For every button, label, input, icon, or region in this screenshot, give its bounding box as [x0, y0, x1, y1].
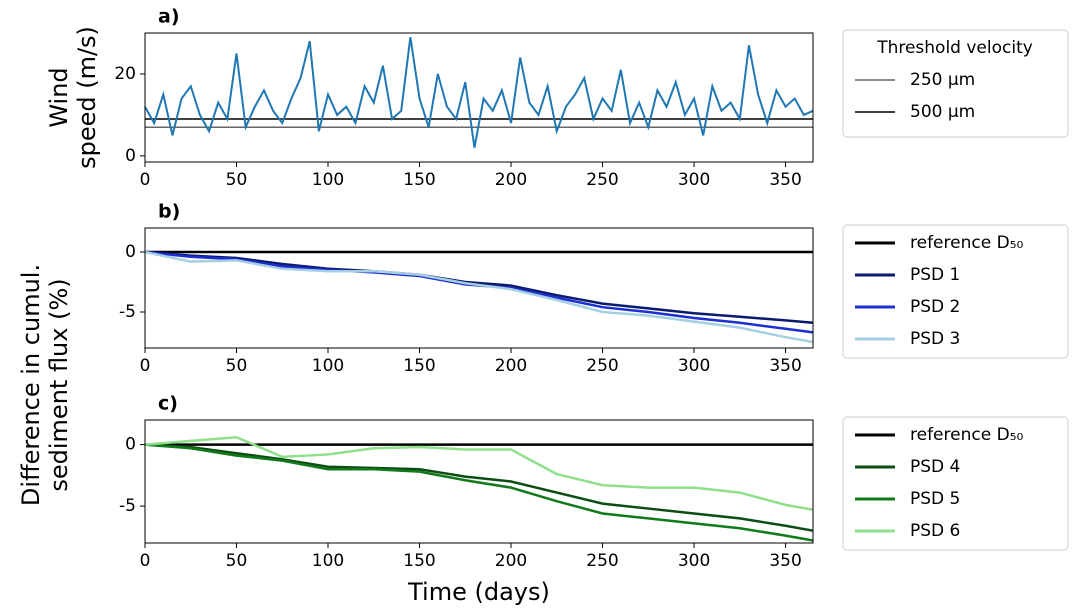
x-axis-label: Time (days) — [407, 578, 550, 606]
panel-label: c) — [158, 393, 178, 415]
legend-box — [842, 416, 1069, 551]
legend-label: reference D₅₀ — [910, 233, 1023, 253]
legend-label: PSD 6 — [910, 521, 960, 541]
legend-label: 500 μm — [910, 102, 975, 122]
x-tick-label: 150 — [403, 551, 435, 571]
x-tick-label: 250 — [586, 170, 618, 190]
y-tick-label: 0 — [125, 242, 136, 262]
legend-box — [842, 224, 1069, 359]
x-tick-label: 200 — [495, 356, 527, 376]
x-tick-label: 0 — [140, 170, 151, 190]
x-tick-label: 100 — [312, 356, 344, 376]
plot-frame — [144, 419, 814, 544]
series-line — [144, 443, 814, 532]
series-line — [144, 250, 814, 344]
series-line — [144, 443, 814, 542]
x-tick-label: 50 — [226, 551, 248, 571]
x-tick-label: 50 — [226, 356, 248, 376]
legend-label: PSD 2 — [910, 297, 960, 317]
x-tick-label: 50 — [226, 170, 248, 190]
x-tick-label: 100 — [312, 170, 344, 190]
series-line — [144, 250, 814, 334]
plot-frame — [144, 32, 814, 163]
y-axis-label: Wind — [45, 67, 73, 127]
shared-ylabel: Difference in cumul. — [17, 264, 45, 506]
x-tick-label: 300 — [678, 356, 710, 376]
plot-frame — [144, 227, 814, 349]
series-line — [144, 435, 814, 512]
x-tick-label: 300 — [678, 551, 710, 571]
legend-title: Threshold velocity — [876, 38, 1033, 58]
y-tick-label: 0 — [125, 435, 136, 455]
x-tick-label: 300 — [678, 170, 710, 190]
legend-label: PSD 5 — [910, 489, 960, 509]
x-tick-label: 0 — [140, 356, 151, 376]
y-tick-label: 0 — [125, 146, 136, 166]
x-tick-label: 250 — [586, 356, 618, 376]
x-tick-label: 200 — [495, 170, 527, 190]
x-tick-label: 350 — [769, 551, 801, 571]
x-tick-label: 150 — [403, 356, 435, 376]
x-tick-label: 150 — [403, 170, 435, 190]
x-tick-label: 200 — [495, 551, 527, 571]
x-tick-label: 0 — [140, 551, 151, 571]
y-axis-label: speed (m/s) — [73, 26, 101, 169]
legend-label: 250 μm — [910, 70, 975, 90]
y-tick-label: 20 — [114, 64, 136, 84]
y-tick-label: -5 — [119, 496, 136, 516]
y-tick-label: -5 — [119, 302, 136, 322]
legend-box — [842, 29, 1069, 138]
x-tick-label: 250 — [586, 551, 618, 571]
legend-label: PSD 1 — [910, 265, 960, 285]
legend-label: reference D₅₀ — [910, 425, 1023, 445]
legend-label: PSD 4 — [910, 457, 960, 477]
panel-label: b) — [158, 201, 180, 223]
x-tick-label: 100 — [312, 551, 344, 571]
shared-ylabel: sediment flux (%) — [45, 278, 73, 491]
x-tick-label: 350 — [769, 356, 801, 376]
x-tick-label: 350 — [769, 170, 801, 190]
series-line — [144, 36, 814, 148]
series-line — [144, 250, 814, 325]
panel-label: a) — [158, 6, 180, 28]
legend-label: PSD 3 — [910, 329, 960, 349]
